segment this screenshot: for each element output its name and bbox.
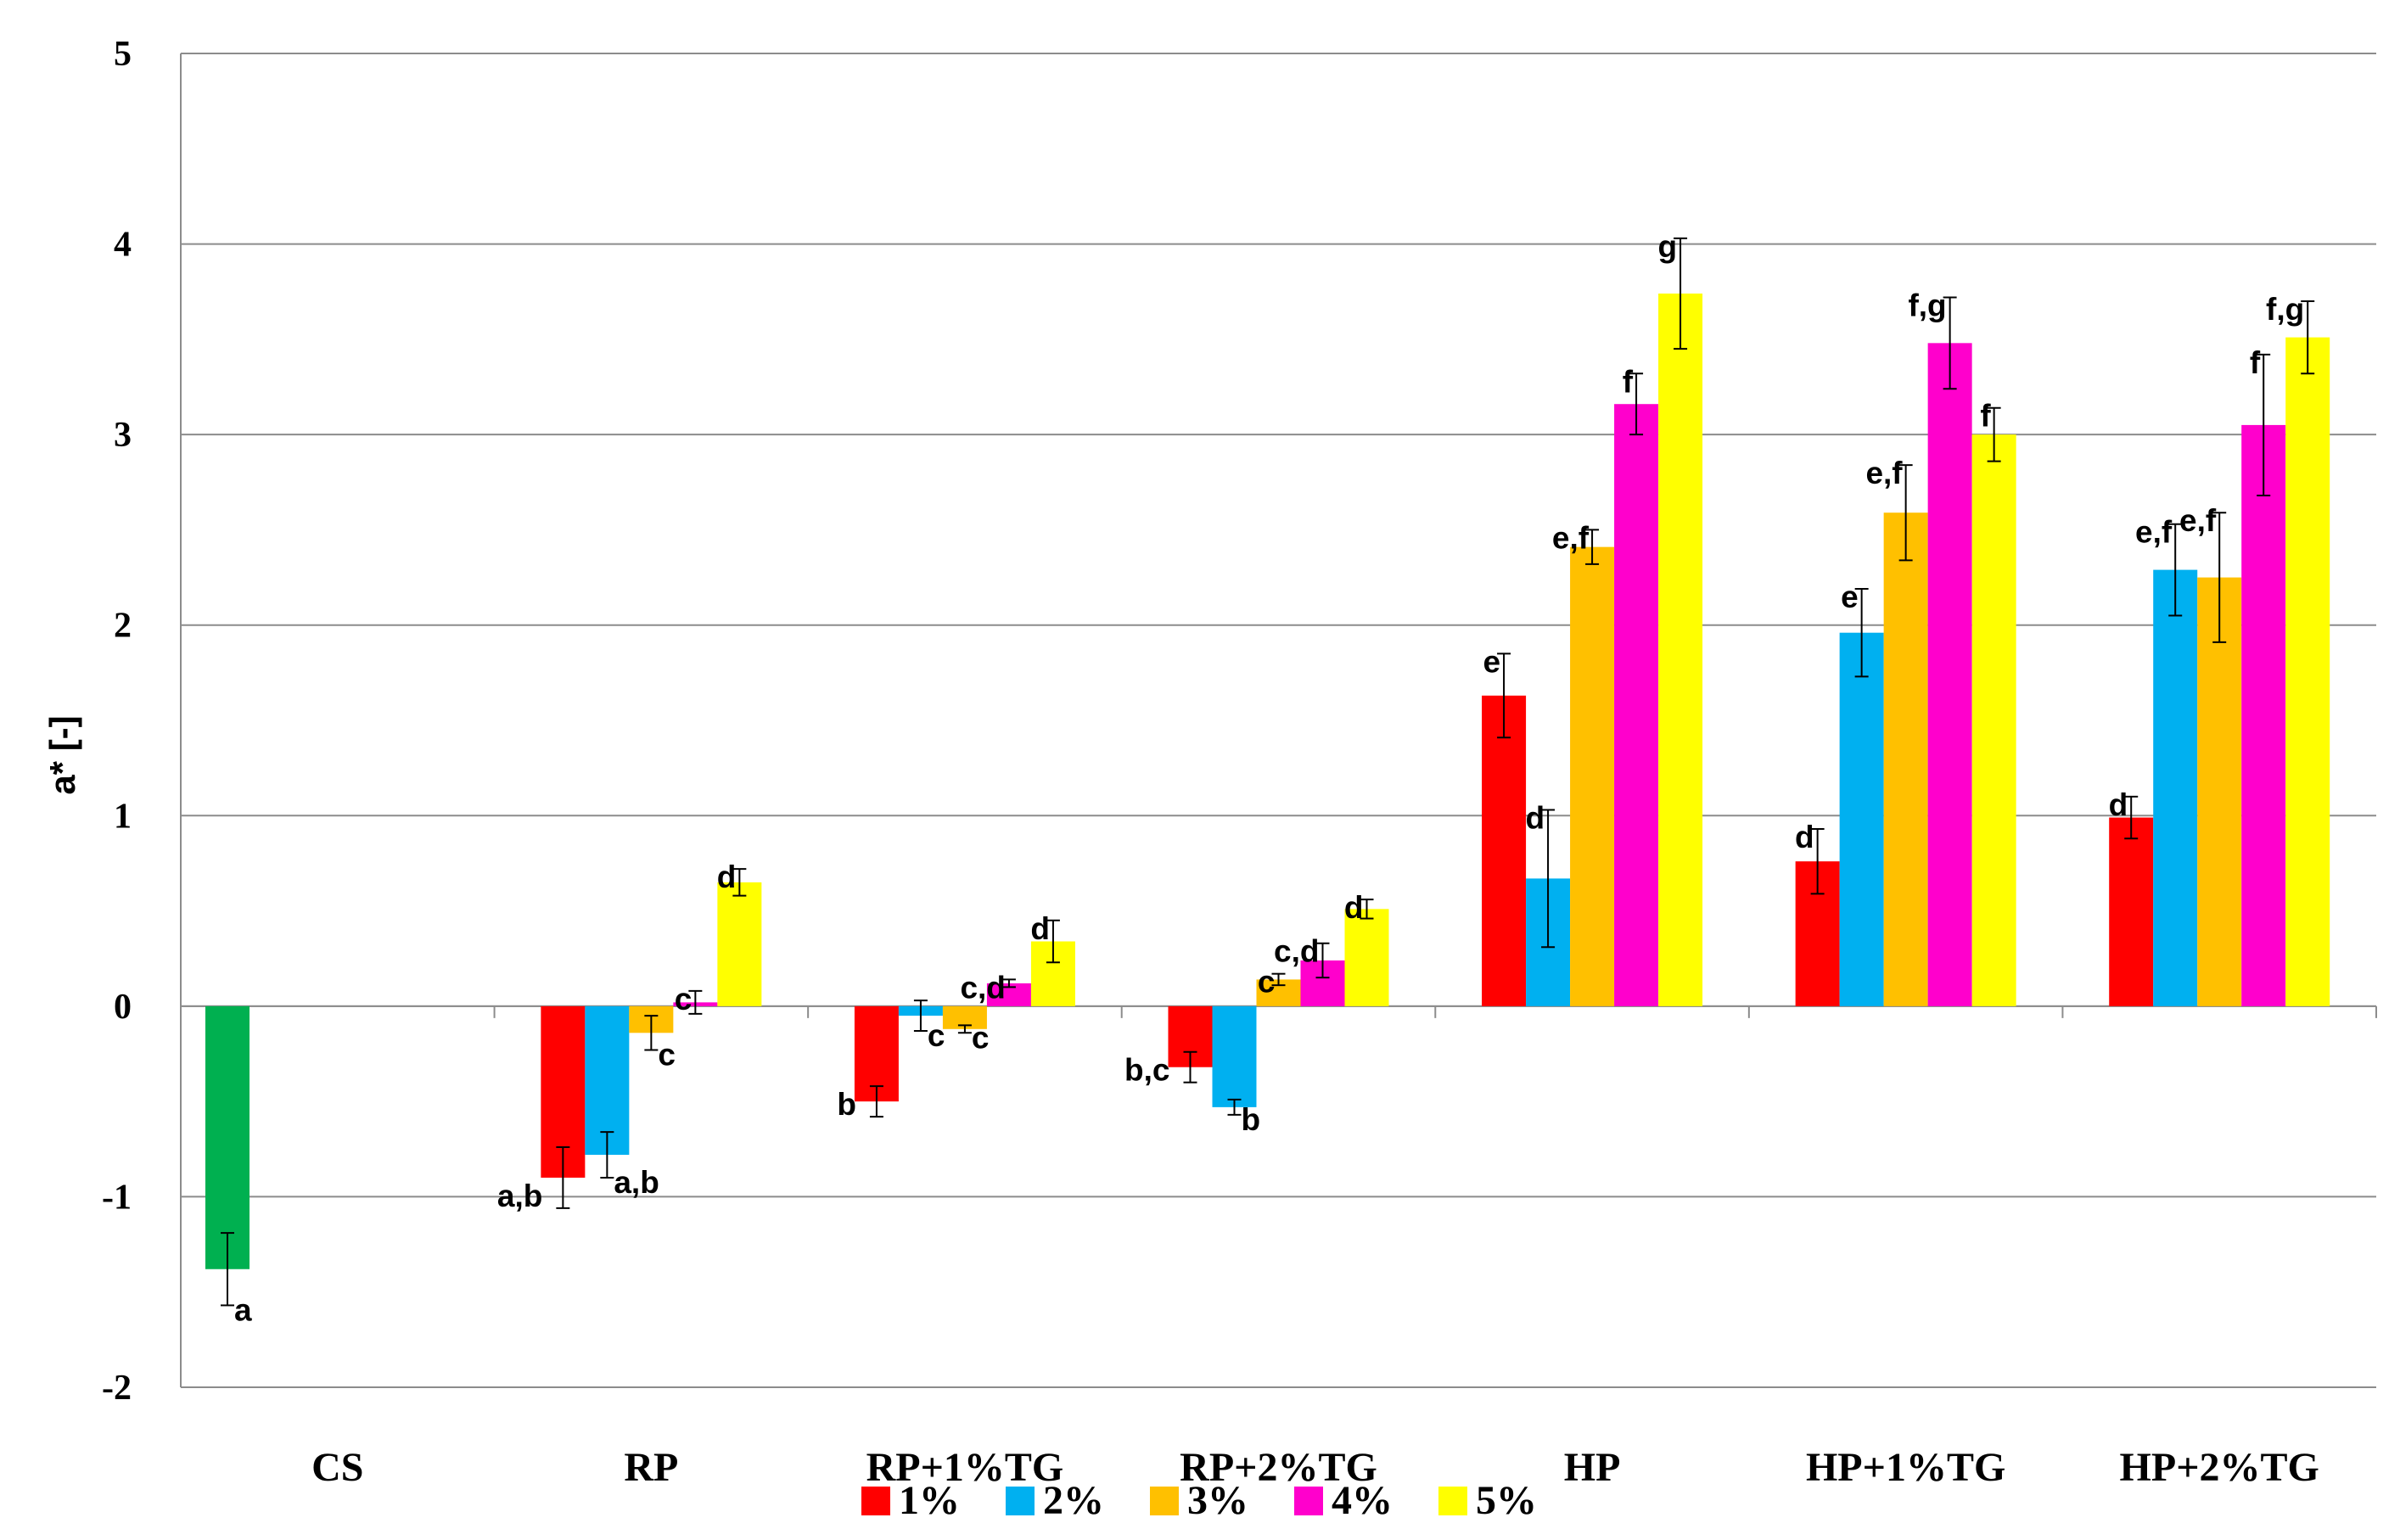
category-label: RP+1%TG (866, 1445, 1064, 1490)
bar (585, 1005, 630, 1156)
significance-label: a,b (614, 1165, 659, 1200)
significance-label: f,g (1908, 288, 1946, 322)
bar (1658, 293, 1703, 1006)
significance-label: d (1344, 890, 1364, 925)
bar (1344, 909, 1389, 1006)
significance-label: c (658, 1038, 676, 1072)
category-label: HP+1%TG (1806, 1445, 2005, 1490)
significance-label: e,f (2179, 503, 2217, 538)
bar (2197, 577, 2242, 1006)
significance-label: f,g (2266, 292, 2304, 327)
significance-label: c,d (1274, 934, 1319, 969)
significance-label: a (234, 1292, 252, 1327)
legend: 1% 2% 3% 4% 5% (861, 1478, 1537, 1523)
y-tick-label: 2 (114, 607, 132, 646)
significance-label: e (1841, 580, 1859, 614)
y-tick-label: 5 (114, 35, 132, 74)
y-tick-label: 4 (114, 226, 132, 265)
y-tick-label: 1 (114, 797, 132, 836)
significance-label: g (1657, 229, 1677, 264)
bar (2109, 817, 2154, 1006)
bar (1971, 434, 2016, 1006)
category-label: HP+2%TG (2120, 1445, 2319, 1490)
y-axis-label: a* [-] (42, 715, 82, 794)
bar (1839, 632, 1884, 1006)
legend-swatch (1150, 1487, 1179, 1515)
bar (2285, 337, 2330, 1006)
significance-label: f (1623, 364, 1634, 399)
bars (205, 293, 2330, 1269)
significance-label: a,b (497, 1179, 542, 1213)
y-tick-label: 3 (114, 416, 132, 455)
bar (1883, 512, 1928, 1006)
bar (205, 1005, 250, 1269)
category-labels: CS RP RP+1%TG RP+2%TG HP HP+1%TG HP+2%TG (311, 1445, 2319, 1490)
significance-label: d (1795, 820, 1814, 854)
category-label: HP (1564, 1445, 1621, 1490)
significance-label: d (1030, 911, 1050, 946)
bar (2241, 424, 2286, 1006)
legend-swatch (1294, 1487, 1323, 1515)
legend-swatch (1438, 1487, 1467, 1515)
significance-label: c (972, 1020, 990, 1055)
legend-label: 4% (1332, 1478, 1393, 1523)
significance-label: d (717, 860, 737, 894)
bar (1927, 343, 1972, 1006)
bar (1614, 404, 1659, 1006)
legend-swatch (1006, 1487, 1035, 1515)
bar (1482, 695, 1527, 1006)
legend-swatch (861, 1487, 890, 1515)
legend-label: 2% (1043, 1478, 1104, 1523)
significance-label: f (2250, 345, 2261, 380)
y-tick-label: -1 (102, 1178, 132, 1217)
significance-label: e (1483, 644, 1500, 679)
bar (717, 882, 762, 1006)
legend-label: 3% (1187, 1478, 1248, 1523)
significance-label: c (1258, 965, 1276, 1000)
y-tick-label: -2 (102, 1369, 132, 1408)
category-label: RP+2%TG (1180, 1445, 1377, 1490)
significance-label: c (675, 982, 693, 1016)
axes: -2 -1 0 1 2 3 4 5 (102, 35, 2377, 1408)
significance-label: d (1525, 801, 1545, 836)
bar (2153, 569, 2198, 1006)
y-tick-label: 0 (114, 988, 132, 1027)
significance-label: d (2109, 787, 2128, 822)
significance-label: b (837, 1087, 856, 1122)
significance-label: b,c (1124, 1053, 1169, 1088)
legend-label: 5% (1476, 1478, 1537, 1523)
significance-label: e,f (1865, 456, 1903, 490)
significance-label: c,d (960, 970, 1005, 1005)
significance-label: e,f (2135, 515, 2173, 550)
significance-label: f (1980, 399, 1991, 434)
legend-label: 1% (899, 1478, 960, 1523)
significance-label: c (928, 1018, 945, 1053)
category-label: RP (624, 1445, 678, 1490)
error-bars (221, 237, 2315, 1307)
bar (1570, 546, 1615, 1006)
bar (1212, 1005, 1257, 1107)
significance-label: e,f (1552, 520, 1590, 555)
significance-label: b (1242, 1102, 1261, 1137)
category-label: CS (311, 1445, 363, 1490)
